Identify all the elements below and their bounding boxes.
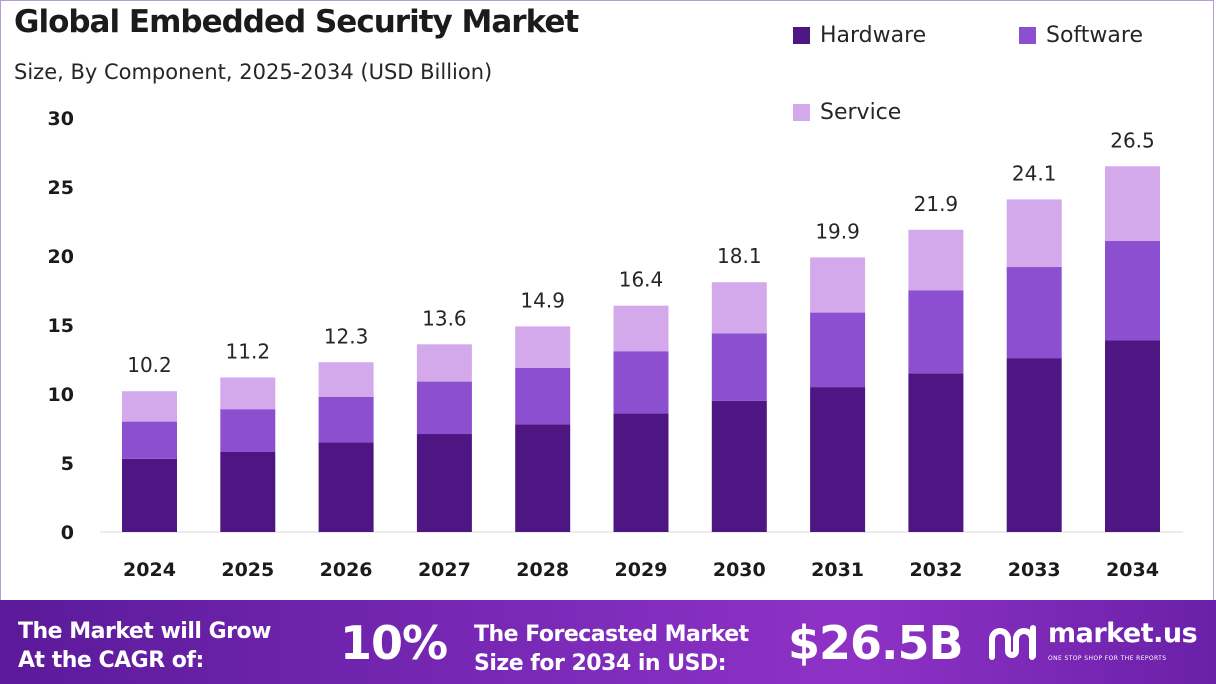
- legend-label-hardware: Hardware: [820, 23, 927, 48]
- legend-item-service: Service: [793, 100, 901, 125]
- bar-hardware-2032: [908, 373, 964, 532]
- legend-item-software: Software: [1019, 23, 1143, 48]
- bar-software-2025: [220, 409, 276, 452]
- bar-service-2032: [908, 229, 964, 291]
- legend-swatch-hardware: [793, 27, 810, 44]
- x-tick-label-2025: 2025: [221, 559, 274, 581]
- bar-hardware-2024: [122, 458, 177, 532]
- bar-service-2027: [416, 344, 472, 382]
- cagr-value: 10%: [340, 616, 448, 670]
- brand-tagline: ONE STOP SHOP FOR THE REPORTS: [1048, 655, 1167, 662]
- forecast-caption-line1: The Forecasted Market: [474, 622, 749, 647]
- bar-service-2034: [1105, 166, 1160, 241]
- total-label-2027: 13.6: [422, 306, 467, 330]
- bar-hardware-2031: [810, 387, 866, 532]
- bar-hardware-2028: [515, 424, 571, 532]
- total-label-2031: 19.9: [815, 219, 860, 243]
- total-label-2024: 10.2: [127, 353, 172, 377]
- total-label-2025: 11.2: [226, 339, 271, 363]
- x-tick-label-2032: 2032: [909, 559, 962, 581]
- bar-service-2028: [515, 326, 571, 368]
- y-tick-label-15: 15: [48, 315, 74, 337]
- bar-hardware-2025: [220, 451, 276, 532]
- bar-service-2031: [810, 257, 866, 313]
- forecast-value: $26.5B: [788, 616, 964, 670]
- legend-label-software: Software: [1046, 23, 1143, 48]
- bar-software-2028: [515, 367, 571, 425]
- x-tick-label-2030: 2030: [713, 559, 766, 581]
- bar-software-2030: [711, 333, 767, 401]
- x-tick-label-2027: 2027: [418, 559, 471, 581]
- total-label-2026: 12.3: [324, 324, 369, 348]
- bar-hardware-2026: [318, 442, 374, 532]
- forecast-caption-line2: Size for 2034 in USD:: [474, 651, 726, 676]
- y-tick-label-20: 20: [48, 246, 74, 268]
- bar-service-2029: [613, 305, 669, 352]
- bar-service-2030: [711, 282, 767, 334]
- bar-hardware-2034: [1105, 340, 1160, 532]
- chart-subtitle: Size, By Component, 2025-2034 (USD Billi…: [14, 60, 493, 84]
- bar-software-2026: [318, 396, 374, 443]
- total-label-2033: 24.1: [1012, 161, 1057, 185]
- cagr-caption-line2: At the CAGR of:: [18, 648, 204, 673]
- bar-service-2026: [318, 362, 374, 397]
- bar-software-2027: [416, 381, 472, 435]
- total-label-2028: 14.9: [520, 288, 565, 312]
- chart-title: Global Embedded Security Market: [14, 4, 579, 40]
- x-tick-label-2028: 2028: [516, 559, 569, 581]
- y-tick-label-30: 30: [48, 108, 74, 130]
- brand-name: market.us: [1048, 618, 1198, 649]
- bar-software-2029: [613, 351, 669, 414]
- x-tick-label-2034: 2034: [1106, 559, 1159, 581]
- bar-service-2033: [1006, 199, 1062, 268]
- bar-hardware-2030: [711, 400, 767, 532]
- legend-swatch-software: [1019, 27, 1036, 44]
- y-tick-label-0: 0: [61, 522, 74, 544]
- forecast-caption: The Forecasted Market Size for 2034 in U…: [474, 620, 749, 678]
- total-label-2032: 21.9: [914, 192, 959, 216]
- x-tick-label-2031: 2031: [811, 559, 864, 581]
- cagr-caption-line1: The Market will Grow: [18, 619, 271, 644]
- footer-banner: The Market will Grow At the CAGR of: 10%…: [0, 600, 1216, 684]
- bar-software-2032: [908, 290, 964, 374]
- total-label-2030: 18.1: [717, 244, 762, 268]
- y-tick-label-25: 25: [48, 177, 74, 199]
- bar-software-2034: [1105, 240, 1160, 341]
- x-tick-label-2024: 2024: [123, 559, 176, 581]
- legend-item-hardware: Hardware: [793, 23, 926, 48]
- bar-hardware-2029: [613, 413, 669, 532]
- total-label-2029: 16.4: [619, 268, 664, 292]
- x-tick-label-2029: 2029: [615, 559, 668, 581]
- total-label-2034: 26.5: [1110, 128, 1155, 152]
- y-tick-label-10: 10: [48, 384, 74, 406]
- bar-software-2033: [1006, 267, 1062, 359]
- bar-software-2024: [122, 421, 177, 459]
- market-us-logo-icon: [989, 625, 1036, 660]
- bar-service-2025: [220, 377, 276, 410]
- bar-hardware-2033: [1006, 358, 1062, 532]
- bar-software-2031: [810, 312, 866, 388]
- legend-label-service: Service: [820, 100, 902, 125]
- legend-swatch-service: [793, 104, 810, 121]
- bar-hardware-2027: [416, 434, 472, 532]
- x-tick-label-2033: 2033: [1008, 559, 1061, 581]
- y-tick-label-5: 5: [61, 453, 74, 475]
- stacked-bar-chart: 05101520253010.2202411.2202512.3202613.6…: [48, 108, 1183, 581]
- bar-service-2024: [122, 391, 177, 422]
- x-tick-label-2026: 2026: [320, 559, 373, 581]
- cagr-caption: The Market will Grow At the CAGR of:: [18, 617, 271, 675]
